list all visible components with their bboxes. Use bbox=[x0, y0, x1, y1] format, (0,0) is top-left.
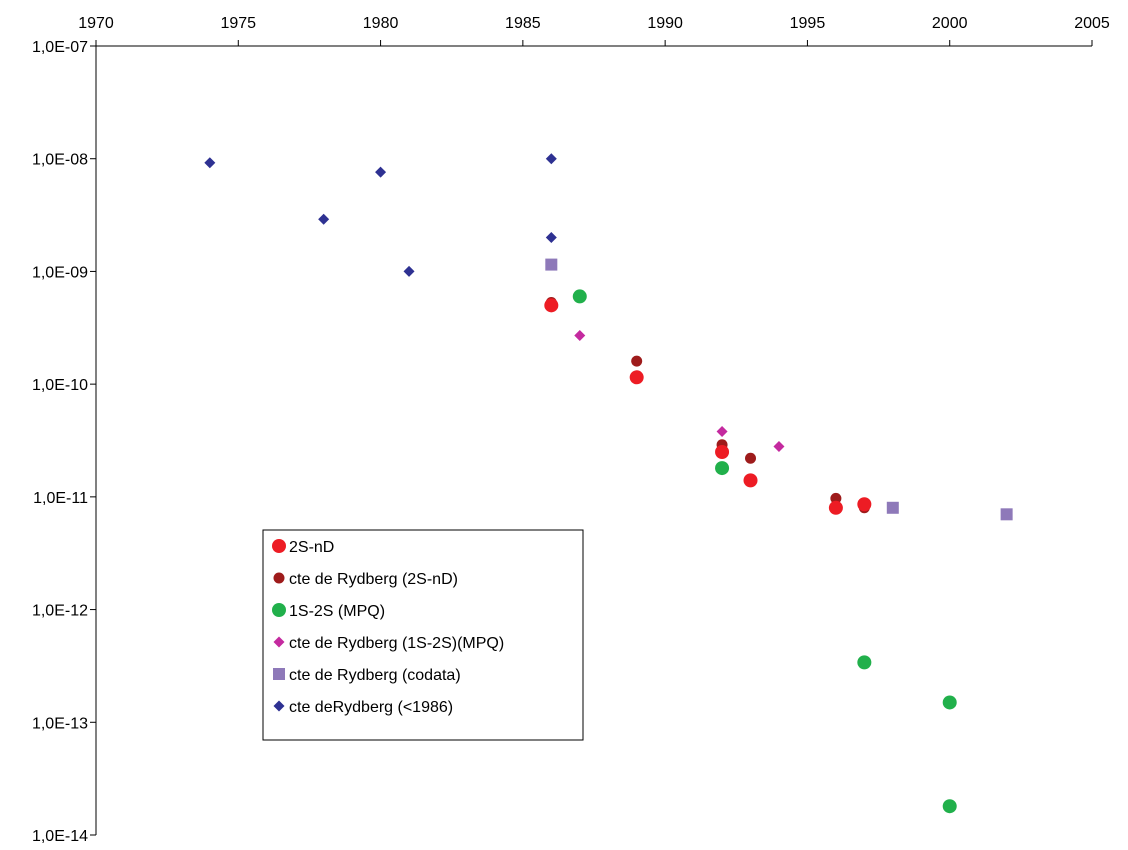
data-point bbox=[204, 157, 216, 169]
data-point bbox=[942, 799, 957, 814]
legend-label: 1S-2S (MPQ) bbox=[289, 603, 385, 620]
x-tick-label: 1985 bbox=[505, 15, 541, 32]
data-point bbox=[830, 492, 842, 504]
x-tick-label: 2000 bbox=[932, 15, 968, 32]
data-point bbox=[545, 153, 557, 165]
data-point bbox=[857, 497, 872, 512]
legend-label: cte de Rydberg (2S-nD) bbox=[289, 571, 458, 588]
data-point bbox=[828, 500, 843, 515]
series-1 bbox=[545, 297, 870, 514]
x-tick-label: 1975 bbox=[220, 15, 256, 32]
data-point bbox=[403, 265, 415, 277]
data-point bbox=[629, 370, 644, 385]
x-tick-label: 1990 bbox=[647, 15, 683, 32]
x-tick-label: 2005 bbox=[1074, 15, 1110, 32]
legend-label: cte de Rydberg (codata) bbox=[289, 667, 461, 684]
y-tick-label: 1,0E-09 bbox=[32, 264, 88, 281]
legend-label: cte deRydberg (<1986) bbox=[289, 699, 453, 716]
data-point bbox=[942, 695, 957, 710]
data-point bbox=[631, 355, 643, 367]
y-tick-label: 1,0E-10 bbox=[32, 377, 88, 394]
legend: 2S-nD cte de Rydberg (2S-nD) 1S-2S (MPQ) ct… bbox=[262, 529, 584, 741]
x-tick-label: 1970 bbox=[78, 15, 114, 32]
series-0 bbox=[544, 298, 872, 515]
legend-marker bbox=[273, 668, 285, 680]
legend-marker bbox=[273, 572, 285, 584]
legend-marker bbox=[273, 636, 285, 648]
data-point bbox=[743, 473, 758, 488]
series-4 bbox=[545, 258, 1013, 521]
series-5 bbox=[204, 153, 557, 277]
series-3 bbox=[574, 330, 785, 452]
plot-area bbox=[204, 153, 1013, 814]
legend-marker bbox=[273, 700, 285, 712]
data-point bbox=[545, 258, 558, 271]
data-point bbox=[716, 426, 728, 438]
data-point bbox=[886, 501, 899, 514]
data-point bbox=[1000, 508, 1013, 521]
legend-box bbox=[262, 529, 584, 741]
data-point bbox=[574, 330, 586, 342]
data-point bbox=[545, 231, 557, 243]
y-tick-label: 1,0E-13 bbox=[32, 715, 88, 732]
data-point bbox=[318, 213, 330, 225]
data-point bbox=[773, 440, 785, 452]
axes: 1970 1975 1980 1985 1990 1995 2000 2005 1,0E-07 1… bbox=[32, 15, 1110, 845]
series-2 bbox=[572, 289, 957, 814]
legend-label: cte de Rydberg (1S-2S)(MPQ) bbox=[289, 635, 504, 652]
legend-marker bbox=[272, 539, 286, 553]
y-tick-label: 1,0E-07 bbox=[32, 39, 88, 56]
data-point bbox=[715, 461, 730, 476]
legend-marker bbox=[272, 603, 286, 617]
data-point bbox=[544, 298, 559, 313]
data-point bbox=[857, 655, 872, 670]
y-tick-label: 1,0E-12 bbox=[32, 603, 88, 620]
data-point bbox=[745, 452, 757, 464]
data-point bbox=[572, 289, 587, 304]
x-tick-label: 1980 bbox=[363, 15, 399, 32]
y-tick-label: 1,0E-11 bbox=[33, 490, 88, 507]
data-point bbox=[715, 445, 730, 460]
y-tick-label: 1,0E-14 bbox=[32, 828, 88, 845]
legend-label: 2S-nD bbox=[289, 539, 334, 556]
x-tick-label: 1995 bbox=[790, 15, 826, 32]
y-tick-label: 1,0E-08 bbox=[32, 152, 88, 169]
data-point bbox=[375, 166, 387, 178]
